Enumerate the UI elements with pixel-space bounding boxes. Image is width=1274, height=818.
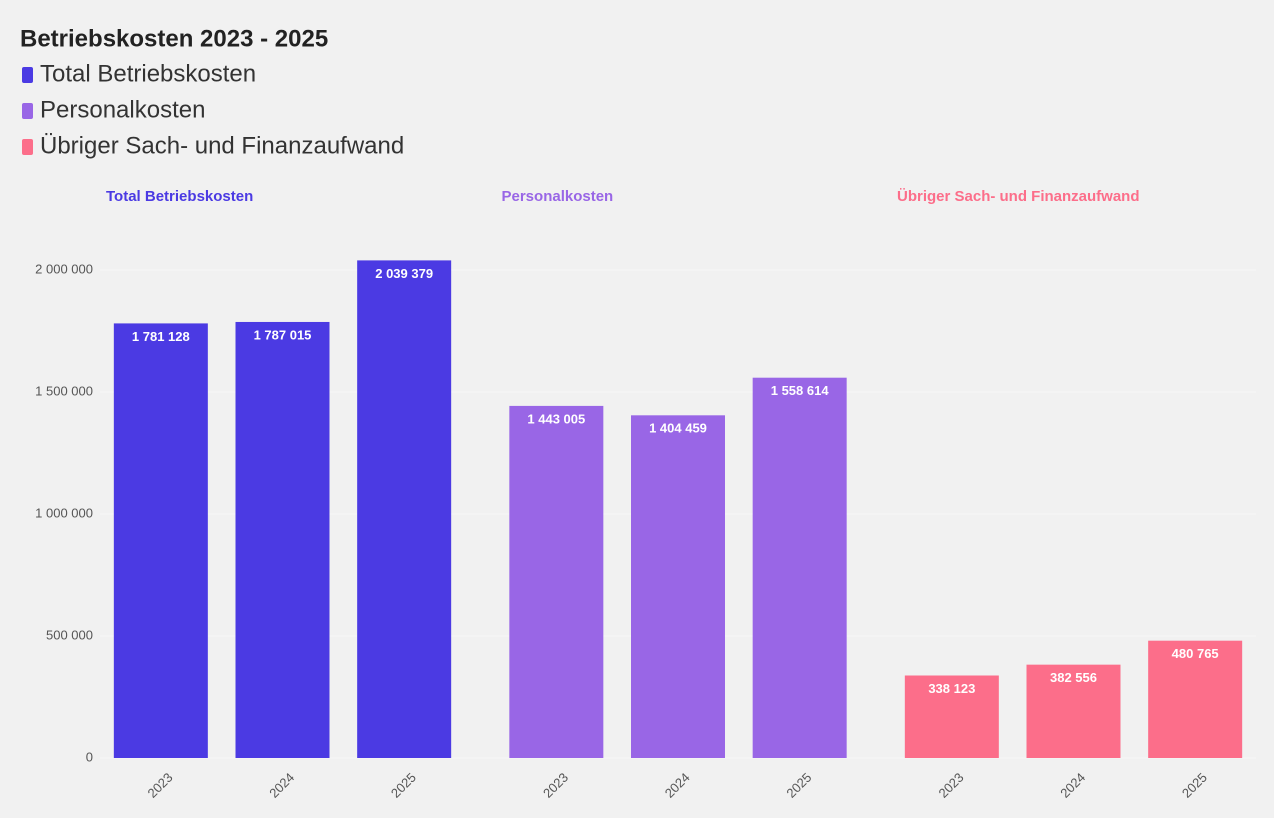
legend-label: Übriger Sach- und Finanzaufwand <box>40 132 404 159</box>
bar <box>752 377 847 758</box>
value-label: 480 765 <box>1172 646 1219 661</box>
value-label: 1 404 459 <box>649 421 707 436</box>
value-label: 382 556 <box>1050 670 1097 685</box>
legend-swatch <box>22 139 33 155</box>
value-label: 1 787 015 <box>254 327 312 342</box>
legend-swatch <box>22 103 33 119</box>
legend-swatch <box>22 67 33 83</box>
y-tick-label: 1 000 000 <box>35 505 93 520</box>
y-tick-label: 1 500 000 <box>35 383 93 398</box>
legend-label: Personalkosten <box>40 96 205 123</box>
value-label: 338 123 <box>928 681 975 696</box>
bar <box>235 321 330 758</box>
bar <box>113 323 208 758</box>
legend-label: Total Betriebskosten <box>40 60 256 87</box>
bar <box>1148 640 1243 758</box>
y-tick-label: 0 <box>86 749 93 764</box>
panel-title: Total Betriebskosten <box>106 188 253 205</box>
bar <box>631 415 725 758</box>
bar <box>509 405 604 758</box>
bar <box>357 260 452 758</box>
y-tick-label: 500 000 <box>46 627 93 642</box>
bar <box>1026 664 1121 758</box>
panel-title: Personalkosten <box>502 188 614 205</box>
value-label: 2 039 379 <box>375 266 433 281</box>
value-label: 1 443 005 <box>527 411 585 426</box>
panel-title: Übriger Sach- und Finanzaufwand <box>897 188 1140 205</box>
value-label: 1 781 128 <box>132 329 190 344</box>
y-tick-label: 2 000 000 <box>35 261 93 276</box>
chart-title: Betriebskosten 2023 - 2025 <box>20 25 328 52</box>
bar <box>904 675 999 758</box>
value-label: 1 558 614 <box>771 383 830 398</box>
